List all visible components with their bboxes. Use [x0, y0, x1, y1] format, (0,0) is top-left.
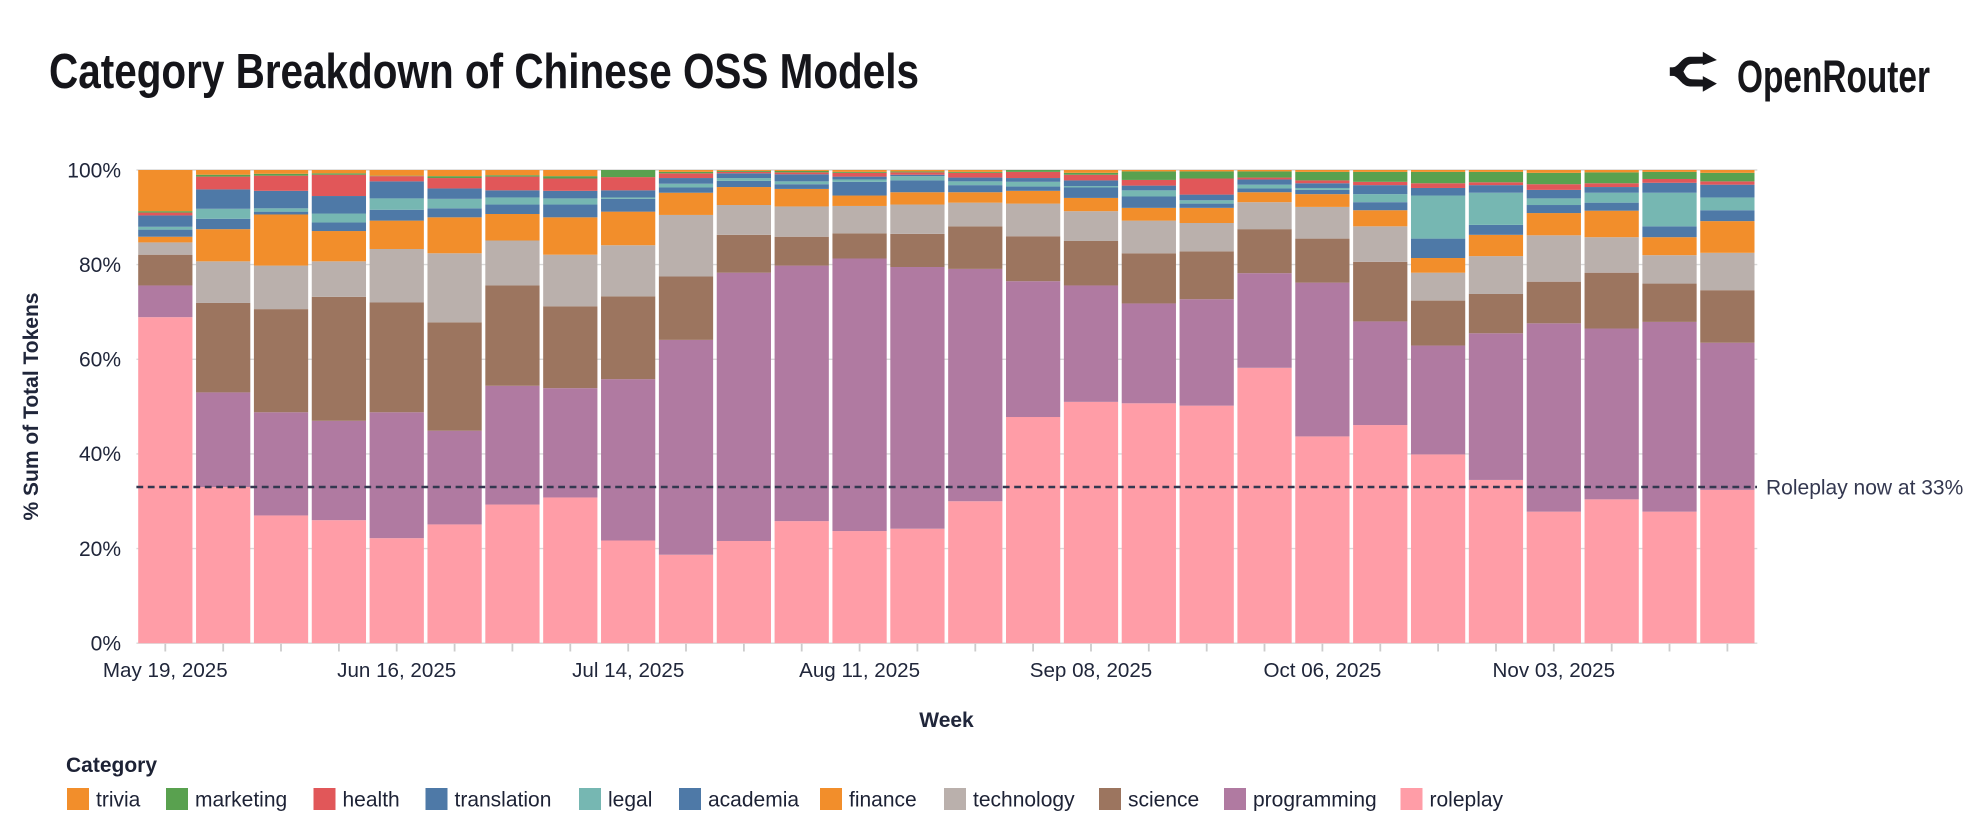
svg-text:20%: 20% — [79, 538, 121, 561]
svg-text:100%: 100% — [67, 159, 121, 182]
svg-text:academia: academia — [708, 789, 799, 812]
svg-text:health: health — [343, 789, 400, 812]
svg-text:technology: technology — [973, 789, 1075, 812]
svg-text:0%: 0% — [91, 633, 121, 656]
svg-text:Week: Week — [919, 709, 974, 732]
svg-text:legal: legal — [608, 789, 652, 812]
svg-text:marketing: marketing — [195, 789, 287, 812]
svg-text:trivia: trivia — [96, 789, 141, 812]
svg-text:roleplay: roleplay — [1430, 789, 1504, 812]
svg-text:Jul 14, 2025: Jul 14, 2025 — [572, 659, 684, 682]
svg-text:Roleplay now at 33%: Roleplay now at 33% — [1766, 476, 1963, 499]
svg-text:60%: 60% — [79, 349, 121, 372]
svg-text:Category: Category — [66, 754, 157, 777]
svg-text:Oct 06, 2025: Oct 06, 2025 — [1263, 659, 1381, 682]
svg-text:Category Breakdown of Chinese: Category Breakdown of Chinese OSS Models — [49, 45, 919, 99]
svg-text:May 19, 2025: May 19, 2025 — [103, 659, 228, 682]
svg-text:science: science — [1128, 789, 1199, 812]
svg-text:programming: programming — [1253, 789, 1377, 812]
svg-text:Aug 11, 2025: Aug 11, 2025 — [799, 659, 920, 682]
svg-text:OpenRouter: OpenRouter — [1737, 51, 1930, 102]
svg-text:Sep 08, 2025: Sep 08, 2025 — [1030, 659, 1153, 682]
svg-text:Jun 16, 2025: Jun 16, 2025 — [337, 659, 456, 682]
svg-text:translation: translation — [455, 789, 552, 812]
svg-text:40%: 40% — [79, 443, 121, 466]
svg-text:80%: 80% — [79, 254, 121, 277]
svg-text:finance: finance — [849, 789, 917, 812]
svg-text:% Sum of Total Tokens: % Sum of Total Tokens — [20, 293, 43, 521]
svg-text:Nov 03, 2025: Nov 03, 2025 — [1493, 659, 1616, 682]
